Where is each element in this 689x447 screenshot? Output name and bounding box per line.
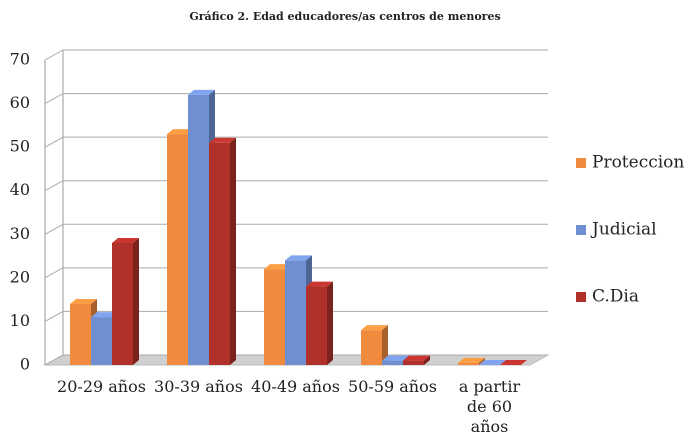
- grid-line: [44, 267, 548, 279]
- bar-top: [458, 357, 485, 363]
- y-tick-label: 60: [10, 93, 30, 112]
- y-tick-label: 0: [20, 355, 30, 374]
- y-tick-label: 20: [10, 267, 30, 286]
- y-tick-label: 30: [10, 224, 30, 243]
- bar-top: [167, 129, 194, 135]
- y-tick-label: 10: [10, 311, 30, 330]
- bar: [458, 357, 485, 365]
- bar-side: [327, 281, 333, 365]
- bar-front: [382, 360, 403, 365]
- grid-line: [44, 136, 548, 148]
- y-tick-label: 70: [10, 50, 30, 69]
- bar: [500, 360, 527, 365]
- bar-top: [479, 360, 506, 365]
- bar-side: [479, 357, 485, 365]
- grid-line: [44, 93, 548, 105]
- bar: [112, 238, 139, 365]
- legend-swatch: [576, 292, 586, 302]
- bar-top: [112, 238, 139, 243]
- bar-side: [230, 137, 236, 365]
- bar-front: [209, 142, 230, 365]
- bar-front: [70, 304, 91, 365]
- bar-top: [70, 299, 97, 304]
- bar-front: [167, 134, 188, 365]
- y-tick-label: 50: [10, 137, 30, 156]
- grid-line: [44, 310, 548, 322]
- bar-front: [91, 317, 112, 365]
- bar-side: [382, 325, 388, 365]
- bar-front: [403, 360, 424, 365]
- legend-swatch: [576, 225, 586, 235]
- bar-front: [285, 260, 306, 365]
- bar-top: [209, 137, 236, 143]
- legend-label: Judicial: [590, 220, 657, 240]
- chart-title: Gráfico 2. Edad educadores/as centros de…: [189, 10, 500, 23]
- bar-front: [112, 243, 133, 365]
- bar-top: [382, 355, 409, 361]
- legend-label: Proteccion: [592, 153, 684, 173]
- bar: [403, 355, 430, 365]
- bar-top: [361, 325, 388, 331]
- x-tick-label: a partir de 60 años: [458, 377, 521, 436]
- bar-top: [500, 360, 527, 365]
- grid-line: [44, 223, 548, 235]
- bar-side: [133, 238, 139, 365]
- bar-front: [361, 330, 382, 365]
- grid-line: [44, 49, 548, 61]
- bar-front: [306, 286, 327, 365]
- bar: [209, 137, 236, 365]
- bar-side: [424, 355, 430, 365]
- bar-front: [458, 362, 479, 365]
- x-tick-label: 20-29 años: [57, 377, 146, 396]
- bar-front: [264, 269, 285, 365]
- x-tick-label: 30-39 años: [154, 377, 243, 396]
- bar-front: [188, 94, 209, 365]
- bar-top: [403, 355, 430, 361]
- x-tick-label: 50-59 años: [348, 377, 437, 396]
- bar-top: [91, 312, 118, 318]
- grid-line: [44, 180, 548, 192]
- bar-top: [188, 89, 215, 95]
- legend-label: C.Dia: [592, 287, 639, 307]
- bar: [306, 281, 333, 365]
- bar: [361, 325, 388, 365]
- x-tick-label: 40-49 años: [251, 377, 340, 396]
- bar-top: [306, 281, 333, 287]
- legend-swatch: [576, 158, 586, 168]
- bar-top: [285, 255, 312, 261]
- y-tick-label: 40: [10, 180, 30, 199]
- bar: [479, 360, 506, 365]
- bar-top: [264, 264, 291, 270]
